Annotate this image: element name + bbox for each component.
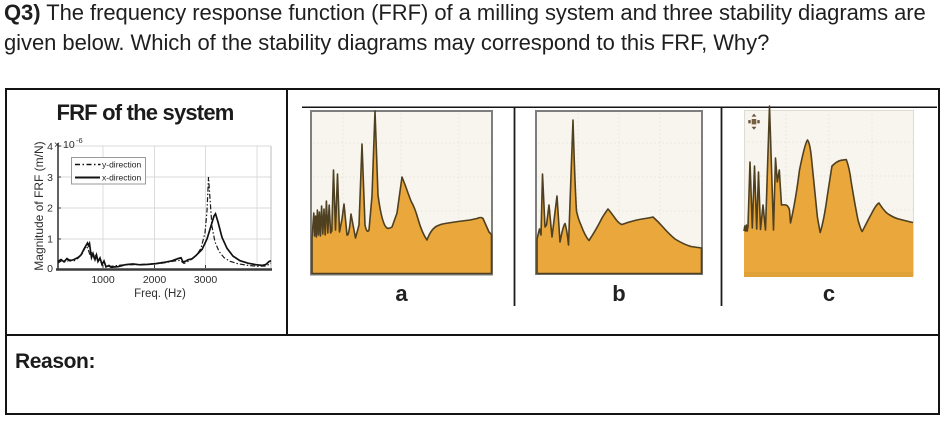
svg-text:1000: 1000: [91, 274, 115, 286]
svg-text:0: 0: [47, 263, 53, 275]
svg-text:y-direction: y-direction: [102, 160, 141, 170]
svg-text:2000: 2000: [143, 274, 167, 286]
svg-text:Magnitude of FRF (m/N): Magnitude of FRF (m/N): [32, 141, 46, 270]
svg-text:x-direction: x-direction: [102, 173, 141, 183]
svg-text:Freq. (Hz): Freq. (Hz): [134, 288, 186, 300]
svg-text:4: 4: [47, 141, 53, 153]
svg-text:3: 3: [47, 172, 53, 184]
svg-text:× 10: × 10: [54, 139, 75, 151]
svg-text:2: 2: [47, 203, 53, 215]
svg-text:3000: 3000: [194, 274, 218, 286]
svg-text:-6: -6: [76, 136, 83, 145]
svg-text:1: 1: [47, 234, 53, 246]
